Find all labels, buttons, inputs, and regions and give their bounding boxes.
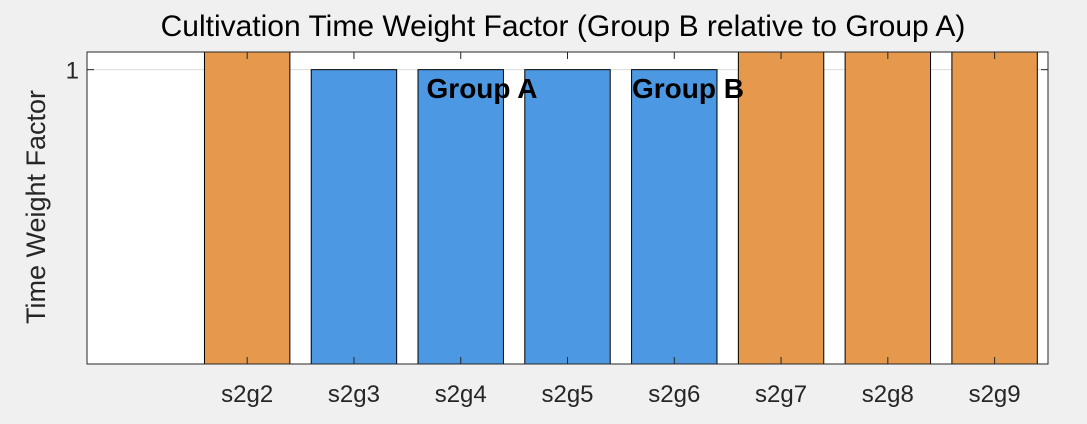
x-tick-label-s2g3: s2g3	[328, 381, 380, 408]
bar-s2g2	[203, 51, 291, 365]
bar-s2g7	[737, 51, 825, 365]
y-tick-label: 1	[66, 58, 79, 85]
legend-layer: Group A Group B	[427, 73, 744, 104]
x-tick-label-s2g8: s2g8	[862, 381, 914, 408]
bar-s2g9	[951, 51, 1038, 365]
bar-s2g8	[844, 51, 932, 365]
bars-layer	[203, 51, 1038, 365]
bar-s2g6	[631, 69, 718, 365]
x-tick-label-s2g6: s2g6	[648, 381, 700, 408]
bar-s2g4	[417, 69, 504, 365]
chart-title: Cultivation Time Weight Factor (Group B …	[161, 10, 966, 43]
legend-label-group-a: Group A	[427, 73, 538, 104]
bar-s2g5	[524, 69, 611, 365]
x-tick-label-s2g4: s2g4	[435, 381, 487, 408]
y-axis-label: Time Weight Factor	[21, 90, 51, 324]
x-tick-label-s2g9: s2g9	[969, 381, 1021, 408]
x-tick-label-s2g2: s2g2	[221, 381, 273, 408]
bar-s2g3	[310, 69, 398, 365]
legend-label-group-b: Group B	[632, 73, 744, 104]
x-tick-label-s2g7: s2g7	[755, 381, 807, 408]
ticks-layer: 1 s2g2 s2g3 s2g4 s2g5 s2g6 s2g7 s2g8 s2g9	[66, 52, 1048, 408]
x-tick-label-s2g5: s2g5	[541, 381, 593, 408]
